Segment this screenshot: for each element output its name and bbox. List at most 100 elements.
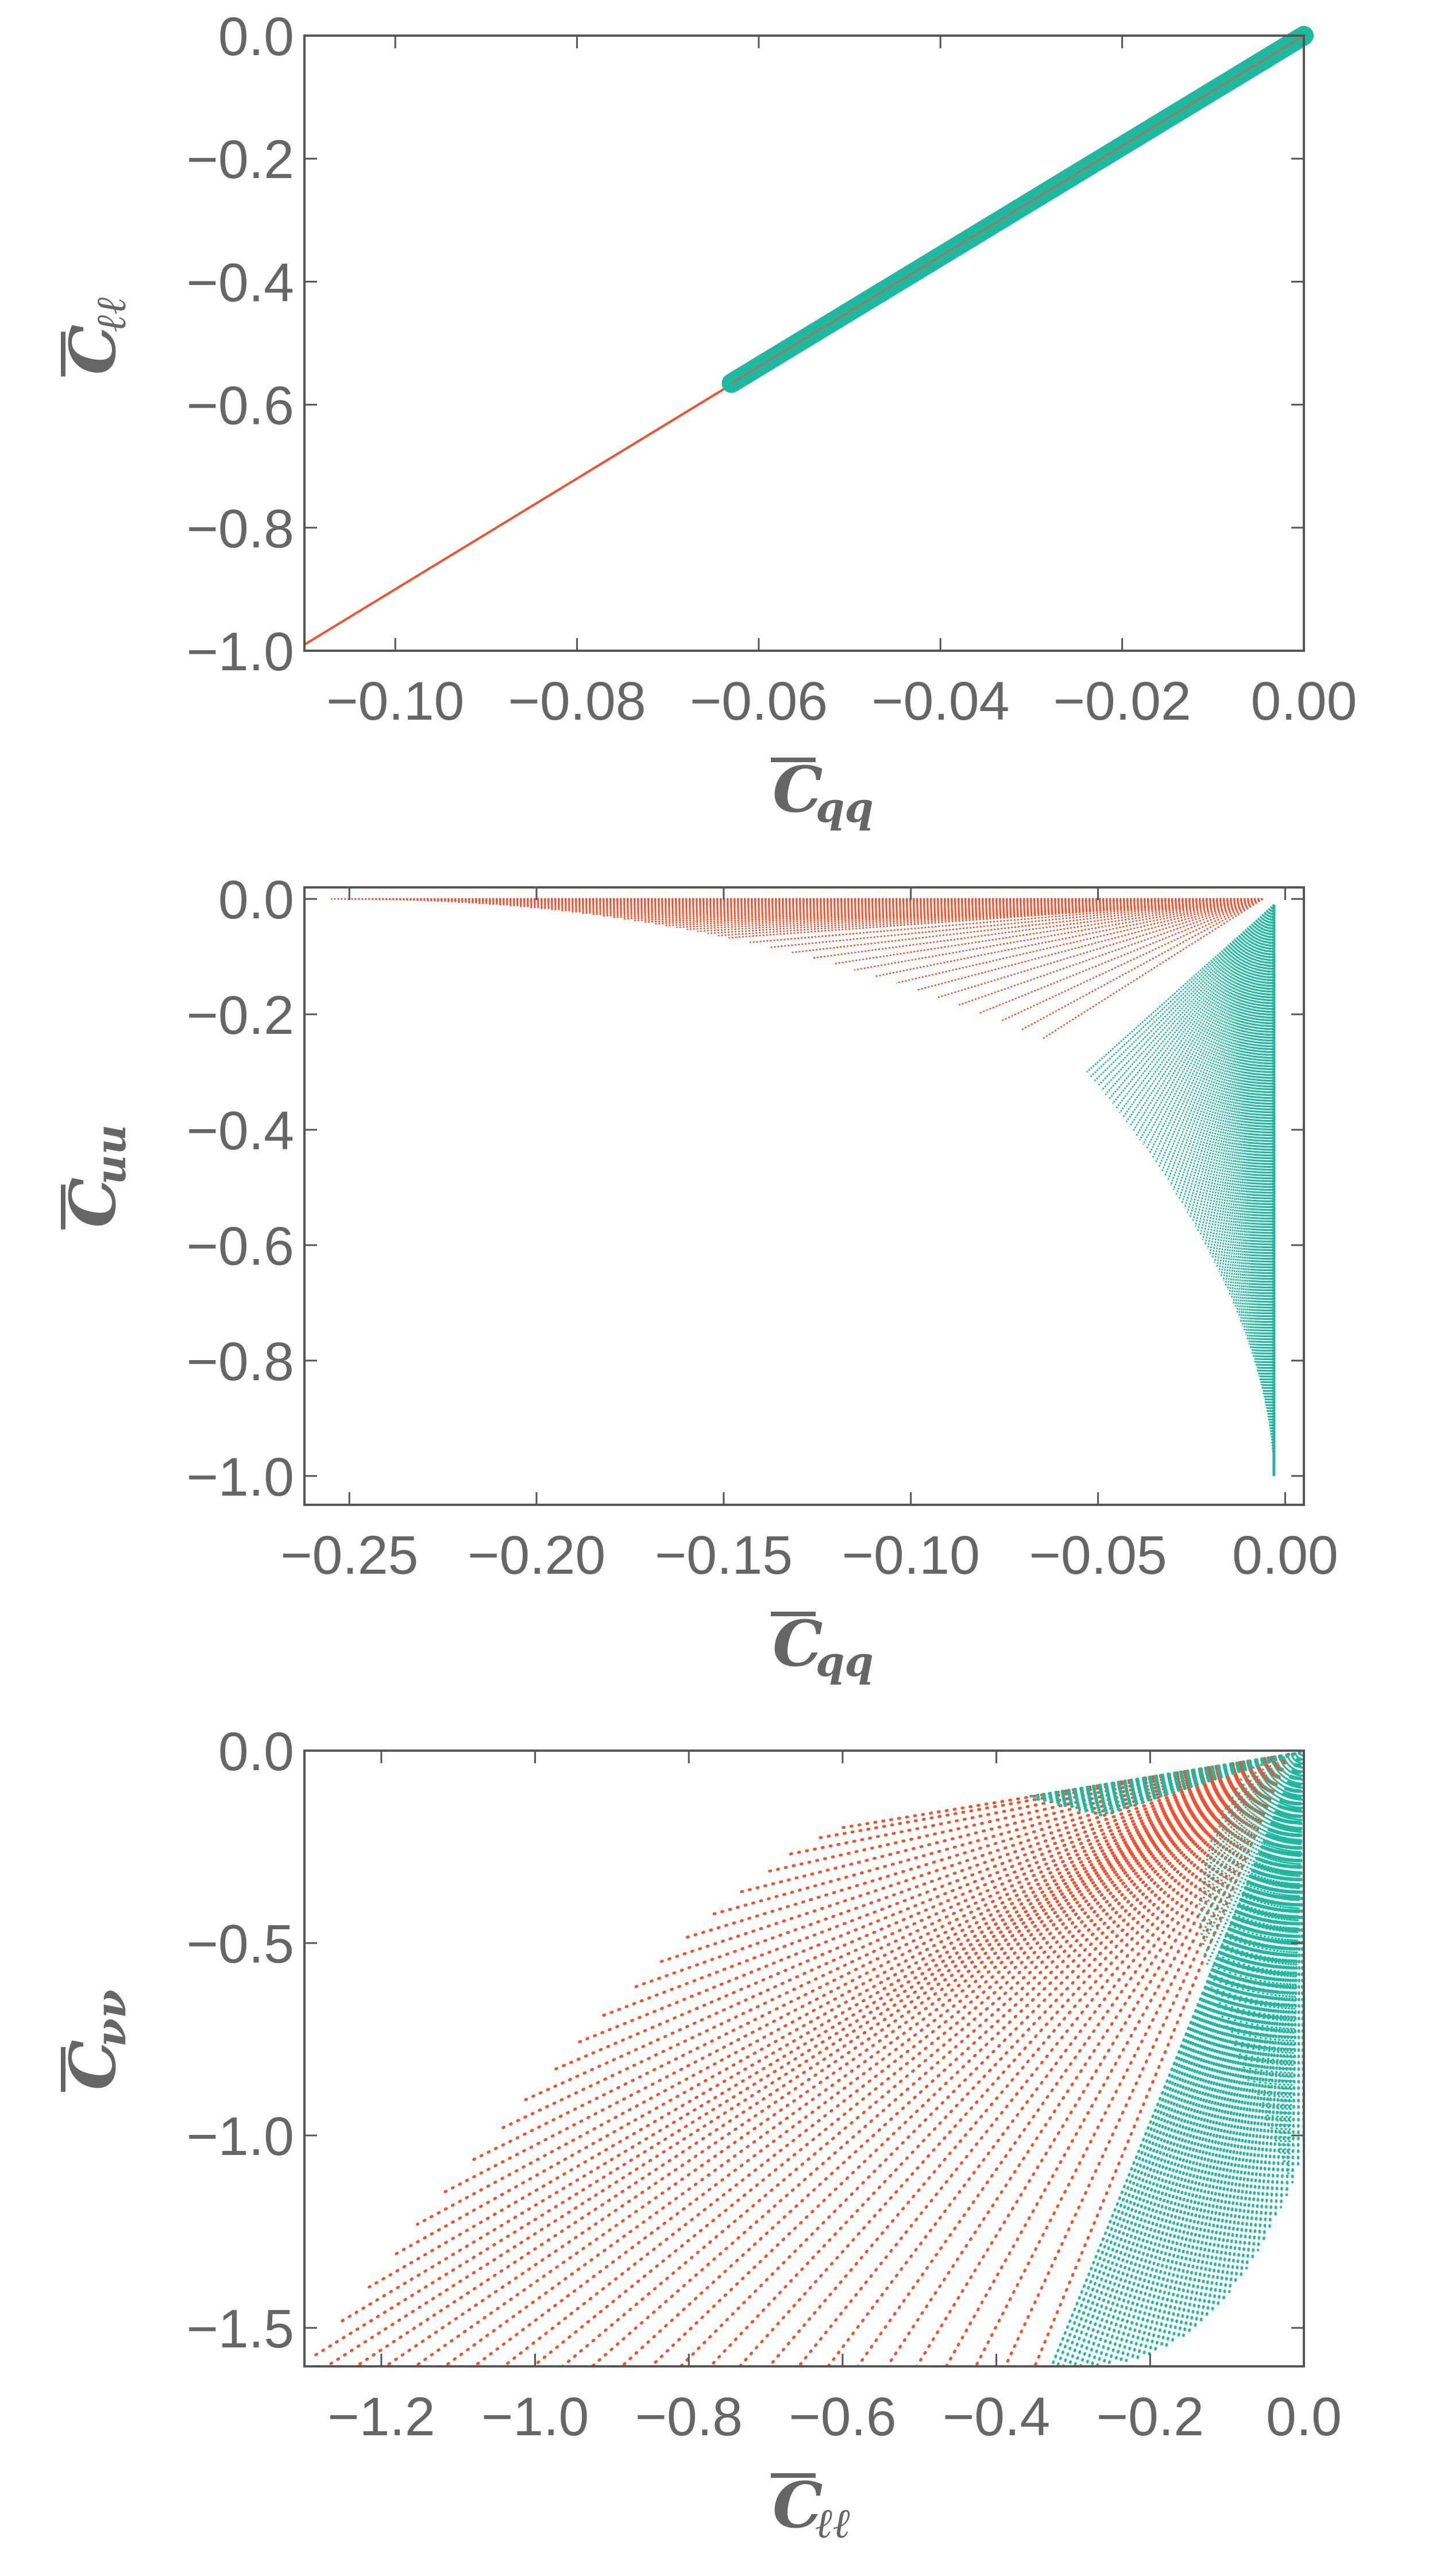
plot-frame <box>303 1749 1305 2368</box>
x-tick-label: −1.0 <box>481 2386 589 2447</box>
x-tick-label: 0.00 <box>1251 671 1357 732</box>
x-tick-label: −0.05 <box>1029 1525 1167 1586</box>
series-teal-ray <box>1139 904 1275 1141</box>
y-tick-label: −0.2 <box>186 129 294 190</box>
series-teal-ray <box>1211 904 1275 1258</box>
y-tick-label: −0.6 <box>186 1216 294 1277</box>
series-teal-ray <box>1220 904 1275 1277</box>
series-teal-dense-ray <box>1206 1751 1304 1854</box>
series-group <box>330 898 1276 1476</box>
y-tick-label: 0.0 <box>218 1721 294 1782</box>
series-teal-ray <box>1194 1751 1302 2328</box>
series-teal-ray <box>1086 904 1275 1073</box>
y-axis-label-sub: ℓℓ <box>86 296 135 332</box>
series-red-ray <box>833 898 1263 965</box>
series-teal-dense-ray <box>1217 1751 1304 1823</box>
series-teal-ray <box>1152 904 1275 1159</box>
y-axis-label-group: Cℓℓ <box>56 296 135 377</box>
series-teal-ray <box>1285 1751 1302 2196</box>
series-red-ray <box>472 1753 1290 2366</box>
x-tick-label: −0.25 <box>280 1525 418 1586</box>
y-axis-label: C <box>56 2040 130 2090</box>
plot-frame <box>303 34 1305 652</box>
series-teal-dense-ray <box>1198 1751 1304 1926</box>
x-tick-label: −0.8 <box>635 2386 743 2447</box>
x-tick-label: −0.2 <box>1097 2386 1205 2447</box>
series-red-ray <box>495 1753 1290 2132</box>
x-axis-label-sub: qq <box>816 783 874 832</box>
x-axis-label: C <box>773 752 823 827</box>
series-teal-ray <box>1182 1751 1302 2337</box>
series-red-ray <box>895 898 1263 984</box>
series-red-ray <box>767 1753 1290 2366</box>
series-teal-dense-ray <box>1227 1751 1304 1802</box>
series-teal-ray <box>1260 905 1275 1385</box>
series-teal-ray <box>1108 904 1275 1100</box>
series-red-ray <box>650 1753 1290 2366</box>
series-teal-ray <box>1142 1751 1302 2357</box>
series-red-ray <box>310 1753 1290 2359</box>
series-teal-ray <box>1119 1751 1302 2363</box>
series-teal-ray <box>1105 904 1275 1095</box>
series-red-ray <box>681 1753 1290 1940</box>
x-axis-label-sub: qq <box>816 1637 874 1686</box>
series-red-ray <box>336 1753 1290 2325</box>
series-teal-ray <box>1094 904 1275 1082</box>
series-red-ray <box>686 898 1263 930</box>
series-teal-ray <box>1130 1751 1302 2361</box>
series-teal-ray <box>1172 904 1275 1191</box>
series-teal-ray <box>1056 1751 1302 2366</box>
series-teal-ray <box>1148 904 1275 1154</box>
series-teal-ray <box>1136 904 1275 1136</box>
panel-cll-vs-cqq: −0.10 −0.08 −0.06 −0.04 −0.02 0.00 0.0 −0.2 −0.4… <box>56 6 1357 832</box>
series-red-ray <box>620 1753 1290 2366</box>
series-red-ray <box>708 1753 1290 2366</box>
series-teal-ray <box>1176 1751 1302 2341</box>
series-red-ray <box>549 1753 1290 2073</box>
x-tick-label: −0.15 <box>655 1525 793 1586</box>
series-red-ray <box>1021 898 1263 1031</box>
y-axis-label-group: Cuu <box>56 1125 135 1230</box>
y-tick-label: −0.8 <box>186 1331 294 1392</box>
series-red-ray <box>354 1753 1290 2366</box>
series-red-ray <box>707 898 1263 934</box>
series-red-ray <box>738 1753 1290 2366</box>
series-teal-ray <box>1249 905 1275 1349</box>
series-teal-ray <box>1111 904 1275 1104</box>
series-teal-ray <box>1125 1751 1302 2362</box>
x-tick-label: −0.4 <box>943 2386 1051 2447</box>
x-axis-label: C <box>773 1606 823 1681</box>
y-tick-label: −0.4 <box>186 1100 294 1161</box>
series-red-ray <box>708 1753 1290 1917</box>
series-teal-ray <box>1199 904 1275 1236</box>
series-red-ray <box>1003 1753 1290 2366</box>
x-tick-label: 0.00 <box>1232 1525 1338 1586</box>
series-teal-dense-ray <box>1221 1751 1304 2019</box>
series-teal-ray <box>1132 904 1275 1131</box>
series-red-ray <box>602 1753 1290 2017</box>
series-red-ray <box>575 1753 1290 2045</box>
series-red-ray <box>1042 898 1264 1040</box>
series-red-ray <box>325 1753 1290 2366</box>
series-teal-ray <box>1047 1751 1302 1803</box>
series-teal-ray <box>1125 904 1275 1123</box>
y-tick-label: −1.0 <box>186 2106 294 2167</box>
plot-frame <box>303 886 1305 1506</box>
y-tick-label: −0.8 <box>186 499 294 559</box>
x-axis-label-sub: ℓℓ <box>816 2498 851 2547</box>
series-teal-ray <box>1217 1751 1302 2307</box>
series-teal-dense-ray <box>1205 1751 1304 1968</box>
series-teal-dense-ray <box>1209 1751 1304 1844</box>
series-red-ray <box>875 898 1263 978</box>
y-tick-label: −0.6 <box>186 376 294 437</box>
series-teal-ray <box>1101 904 1275 1091</box>
series-teal-ray <box>1259 905 1275 1381</box>
series-group <box>310 1751 1304 2366</box>
panel-cuu-vs-cqq: −0.25 −0.20 −0.15 −0.10 −0.05 0.00 0.0 −0.2 −0.4… <box>56 870 1338 1686</box>
y-axis-label: C <box>56 1177 130 1228</box>
series-red-ray <box>979 898 1263 1014</box>
series-red-ray <box>502 1753 1290 2366</box>
y-tick-label: −1.5 <box>186 2299 294 2359</box>
series-teal-dense-ray <box>1256 1751 1304 2102</box>
y-axis-label-sub: νν <box>86 1990 135 2047</box>
